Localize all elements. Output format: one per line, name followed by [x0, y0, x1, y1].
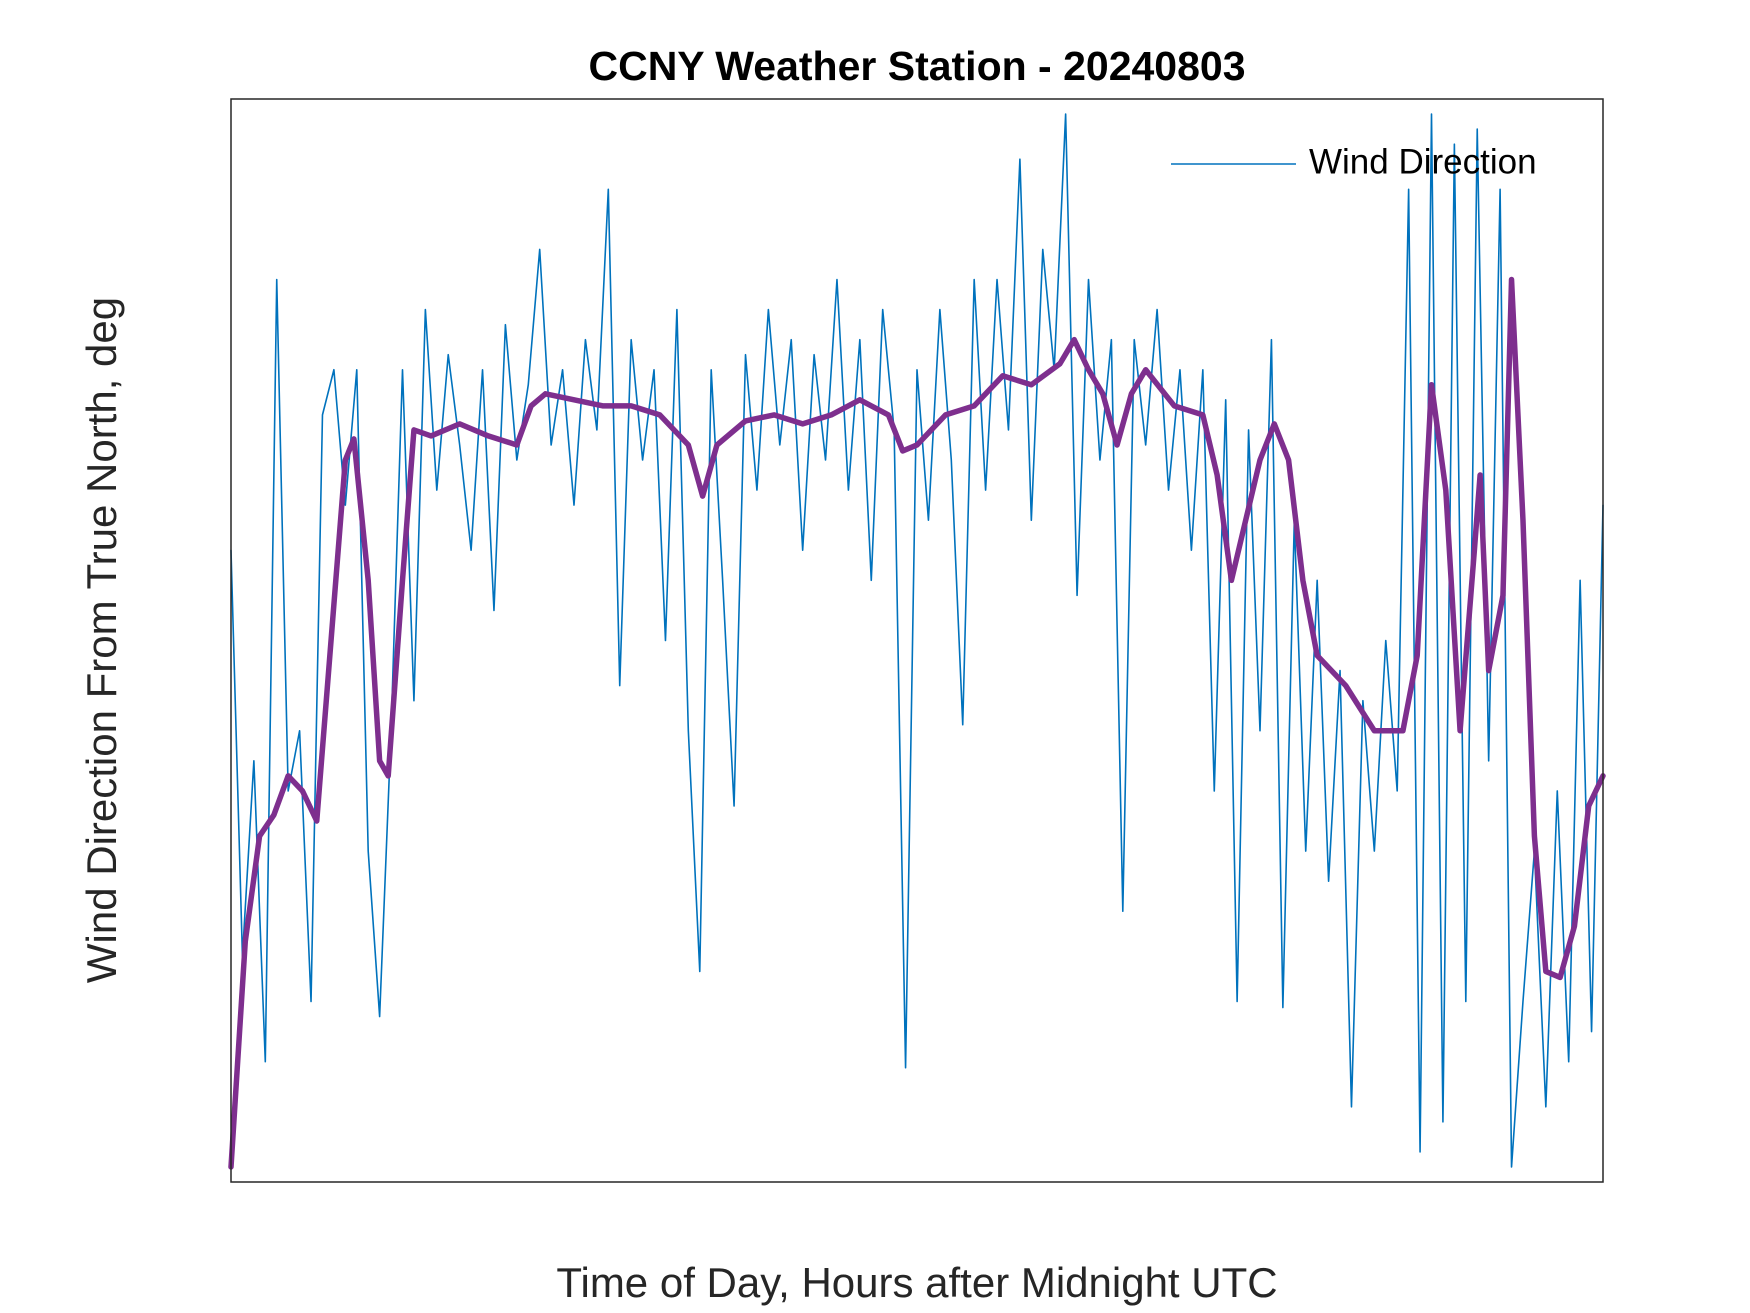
smoothed-line — [228, 276, 1606, 1170]
data-line — [230, 113, 1604, 1168]
y-axis-label: Wind Direction From True North, deg — [78, 297, 125, 983]
axes: Wind Direction — [230, 98, 1604, 1183]
chart-title: CCNY Weather Station - 20240803 — [588, 43, 1245, 89]
plot-area — [228, 113, 1606, 1170]
axes-box — [230, 98, 1604, 1183]
x-axis-label: Time of Day, Hours after Midnight UTC — [556, 1259, 1277, 1306]
legend-label: Wind Direction — [1309, 142, 1537, 181]
